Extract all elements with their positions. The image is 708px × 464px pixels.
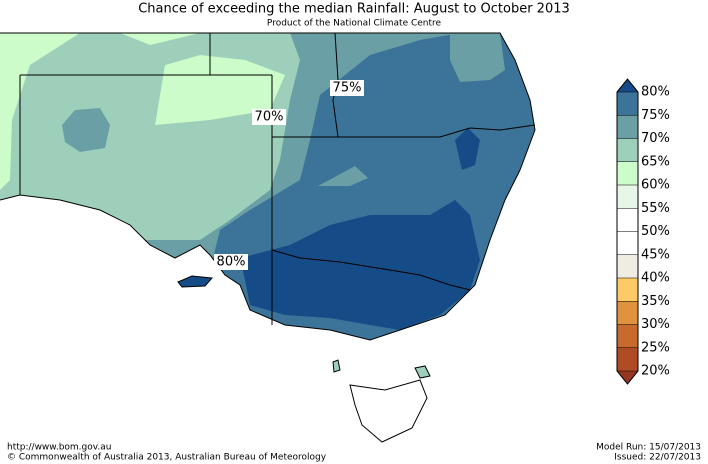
king-island xyxy=(332,359,341,373)
band-70-75 xyxy=(450,33,505,82)
legend: 80% 75% 70% 65% 60% 55% 50% 45% 40% 35% 30% 25% 20% xyxy=(616,78,670,385)
coastline xyxy=(0,32,536,341)
legend-swatch xyxy=(617,254,638,278)
legend-tick-label: 25% xyxy=(641,340,670,355)
legend-swatch xyxy=(617,138,638,162)
legend-arrow-top xyxy=(617,79,638,92)
legend-tick-label: 65% xyxy=(641,154,670,169)
band-70-75 xyxy=(62,108,110,152)
legend-tick-label: 45% xyxy=(641,247,670,262)
contour-label: 70% xyxy=(255,110,284,125)
legend-tick-label: 40% xyxy=(641,271,670,286)
legend-tick-label: 80% xyxy=(641,85,670,100)
legend-swatch xyxy=(617,347,638,371)
contour-label: 80% xyxy=(217,255,246,270)
legend-arrow-bottom xyxy=(617,371,638,384)
footer-copyright: © Commonwealth of Australia 2013, Austra… xyxy=(7,453,327,463)
label-box xyxy=(330,80,364,96)
legend-tick-label: 60% xyxy=(641,178,670,193)
legend-swatch xyxy=(617,185,638,209)
legend-tick-label: 75% xyxy=(641,108,670,123)
flinders-island xyxy=(414,365,431,379)
label-box xyxy=(252,109,286,125)
model-run: Model Run: 15/07/2013 xyxy=(596,443,701,453)
legend-swatch xyxy=(617,115,638,139)
contour-label: 75% xyxy=(333,81,362,96)
title: Chance of exceeding the median Rainfall:… xyxy=(138,2,570,17)
legend-tick-label: 20% xyxy=(641,364,670,379)
band-60-65 xyxy=(0,33,80,190)
legend-swatch xyxy=(617,301,638,325)
legend-tick-label: 30% xyxy=(641,317,670,332)
legend-tick-label: 50% xyxy=(641,224,670,239)
legend-tick-label: 70% xyxy=(641,131,670,146)
band-60-65 xyxy=(155,55,285,125)
legend-swatch xyxy=(617,324,638,348)
band-80-plus xyxy=(455,128,480,170)
footer-url: http://www.bom.gov.au xyxy=(7,443,111,453)
map: 75% 70% 80% xyxy=(0,32,536,443)
label-box xyxy=(214,254,248,270)
legend-swatch xyxy=(617,278,638,302)
legend-tick-label: 55% xyxy=(641,201,670,216)
issued: Issued: 22/07/2013 xyxy=(614,453,701,463)
tasmania xyxy=(349,379,428,443)
band-60-65 xyxy=(120,33,200,45)
legend-swatch xyxy=(617,92,638,116)
band-70-75 xyxy=(318,166,368,186)
legend-swatch xyxy=(617,231,638,255)
kangaroo-island xyxy=(177,275,214,288)
legend-tick-label: 35% xyxy=(641,294,670,309)
legend-swatch xyxy=(617,208,638,232)
subtitle: Product of the National Climate Centre xyxy=(267,19,442,29)
legend-swatch xyxy=(617,161,638,185)
